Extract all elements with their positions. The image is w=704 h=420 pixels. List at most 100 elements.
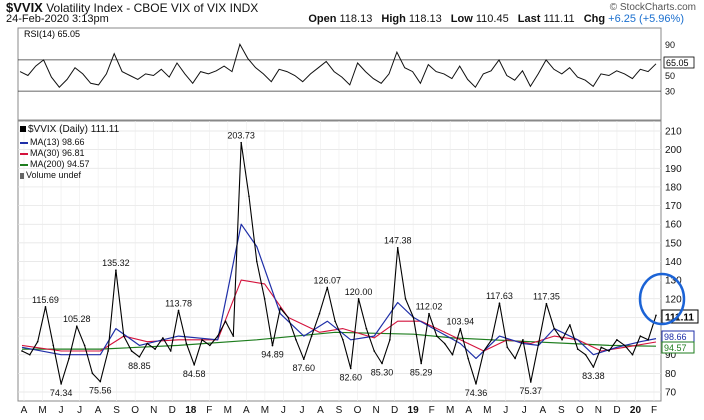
chart-title: $VVIX Volatility Index - CBOE VIX of VIX…	[6, 0, 258, 15]
price-point	[608, 350, 610, 352]
peak-label: 103.94	[447, 317, 475, 327]
high-value: 118.13	[408, 13, 442, 25]
legend-price-swatch	[20, 126, 26, 133]
x-tick-label: S	[113, 405, 120, 416]
price-point	[428, 312, 430, 315]
y-tick-label: 80	[665, 369, 677, 380]
rsi-panel-frame	[17, 27, 662, 121]
price-point	[396, 246, 399, 249]
legend-volume-swatch	[20, 172, 24, 179]
price-point	[193, 364, 195, 366]
y-tick-label: 210	[665, 127, 682, 138]
price-point	[36, 340, 39, 343]
peak-label: 74.34	[50, 388, 73, 398]
last-price-tag-text: 111.11	[665, 313, 694, 324]
price-point	[122, 335, 125, 337]
highlight-circle	[638, 272, 686, 326]
price-point	[436, 335, 438, 337]
price-point	[232, 335, 235, 337]
price-point	[68, 357, 70, 360]
y-tick-label: 140	[665, 257, 682, 268]
price-point	[216, 335, 219, 337]
price-point	[224, 320, 227, 322]
x-tick-label: 19	[408, 405, 420, 416]
y-tick-label: 70	[665, 388, 677, 399]
x-tick-label: F	[651, 405, 657, 416]
x-tick-label: O	[576, 405, 584, 416]
last-price-tag: 111.11	[661, 309, 699, 324]
legend-ma30-swatch	[20, 152, 28, 155]
legend-volume: Volume undef	[20, 170, 81, 180]
price-point	[115, 269, 117, 272]
price-point	[256, 260, 258, 263]
peak-label: 117.63	[486, 291, 513, 301]
chg-label: Chg	[583, 13, 606, 25]
symbol: $VVIX	[6, 0, 43, 15]
y-tick-label: 190	[665, 164, 682, 175]
price-point	[21, 350, 23, 352]
peak-label: 113.78	[165, 298, 192, 308]
price-point	[99, 380, 102, 383]
rsi-line	[19, 43, 657, 89]
price-point	[177, 309, 180, 312]
price-point	[451, 353, 454, 356]
ma13-tag: 98.66	[661, 330, 695, 343]
price-point	[404, 297, 407, 300]
peak-label: 117.35	[533, 292, 560, 302]
peak-label: 85.30	[371, 367, 394, 377]
price-point	[592, 366, 595, 368]
price-point	[553, 327, 556, 330]
rsi-last-tag-text: 65.05	[666, 58, 689, 68]
price-point	[600, 346, 603, 349]
y-axis: 2102001901801701601501401301201101009080…	[665, 127, 682, 399]
price-point	[263, 297, 266, 300]
peak-label: 105.28	[63, 314, 91, 324]
ma13-tag-text: 98.66	[664, 332, 687, 342]
x-tick-label: D	[169, 405, 176, 416]
price-point	[537, 342, 540, 345]
rsi-last-tag: 65.05	[663, 56, 695, 69]
price-point	[295, 339, 297, 341]
price-point	[271, 344, 274, 347]
price-point	[647, 339, 649, 341]
legend-ma200: MA(200) 94.57	[20, 159, 90, 169]
x-tick-label: O	[131, 405, 139, 416]
y-tick-label: 130	[665, 276, 682, 287]
x-tick-label: A	[465, 405, 472, 416]
peak-label: 85.29	[410, 367, 433, 377]
price-point	[154, 348, 156, 350]
x-tick-label: M	[483, 405, 491, 416]
price-point	[318, 312, 321, 315]
last-value: 111.11	[543, 13, 575, 25]
price-point	[506, 346, 509, 349]
price-point	[514, 357, 516, 360]
open-label: Open	[308, 13, 337, 25]
price-point	[162, 337, 164, 339]
price-point	[169, 350, 172, 352]
x-tick-label: M	[261, 405, 269, 416]
x-tick-label: J	[281, 405, 286, 416]
x-tick-label: S	[558, 405, 565, 416]
peak-label: 88.85	[128, 361, 151, 371]
x-tick-label: N	[372, 405, 379, 416]
y-tick-label: 150	[665, 238, 682, 249]
price-point	[130, 350, 133, 352]
x-tick-label: A	[21, 405, 28, 416]
rsi-label: RSI(14) 65.05	[24, 29, 80, 39]
price-point	[616, 339, 618, 341]
copyright: © StockCharts.com	[609, 2, 696, 13]
price-point	[373, 350, 376, 352]
chart-date: 24-Feb-2020 3:13pm	[6, 13, 109, 25]
price-point	[287, 316, 289, 319]
price-point	[459, 327, 462, 330]
x-tick-label: M	[224, 405, 232, 416]
ma13-line	[21, 223, 657, 359]
legend-ma30: MA(30) 96.81	[20, 148, 85, 158]
x-tick-label: S	[336, 405, 343, 416]
open-value: 118.13	[339, 13, 373, 25]
rsi-path	[19, 43, 657, 89]
price-point	[349, 367, 352, 370]
x-tick-label: M	[446, 405, 454, 416]
price-point	[310, 335, 313, 337]
legend-ma200-swatch	[20, 163, 28, 166]
